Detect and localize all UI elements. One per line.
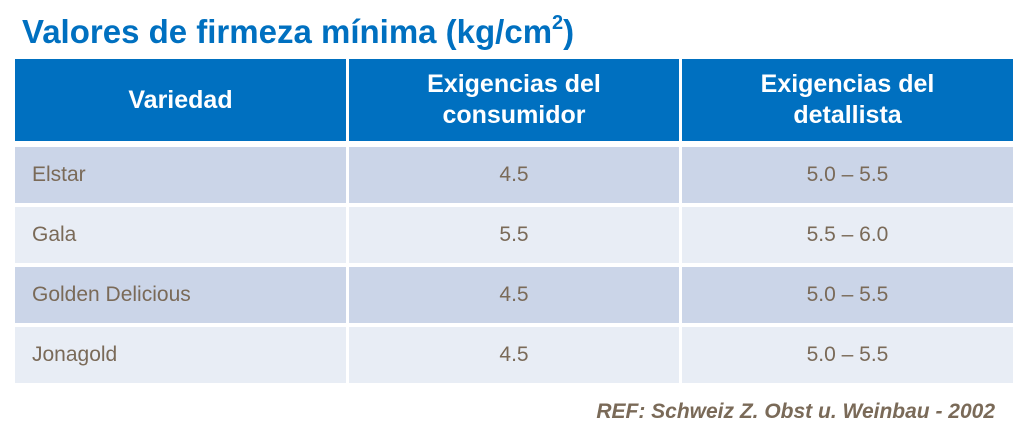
cell-retailer: 5.0 – 5.5 [682, 147, 1013, 203]
title-text: Valores de firmeza mínima (kg/cm [22, 13, 553, 50]
page-title: Valores de firmeza mínima (kg/cm2) [22, 12, 574, 51]
title-superscript: 2 [552, 12, 564, 34]
cell-retailer: 5.5 – 6.0 [682, 207, 1013, 263]
header-line: Exigencias del [427, 70, 601, 98]
table-row: Gala 5.5 5.5 – 6.0 [15, 207, 1013, 263]
table-row: Jonagold 4.5 5.0 – 5.5 [15, 327, 1013, 383]
header-detallista: Exigencias del detallista [682, 59, 1013, 143]
table-row: Golden Delicious 4.5 5.0 – 5.5 [15, 267, 1013, 323]
cell-consumer: 5.5 [349, 207, 679, 263]
firmness-table: Variedad Exigencias del consumidor Exigen… [12, 55, 1015, 387]
table-row: Elstar 4.5 5.0 – 5.5 [15, 147, 1013, 203]
header-line: consumidor [442, 101, 586, 129]
cell-consumer: 4.5 [349, 147, 679, 203]
cell-retailer: 5.0 – 5.5 [682, 327, 1013, 383]
cell-variety: Golden Delicious [15, 267, 346, 323]
header-variedad: Variedad [15, 59, 346, 143]
cell-variety: Gala [15, 207, 346, 263]
cell-retailer: 5.0 – 5.5 [682, 267, 1013, 323]
header-line: detallista [793, 101, 902, 129]
cell-variety: Jonagold [15, 327, 346, 383]
header-consumidor: Exigencias del consumidor [349, 59, 679, 143]
title-close: ) [563, 13, 575, 50]
table-header-row: Variedad Exigencias del consumidor Exigen… [15, 59, 1013, 143]
reference-note: REF: Schweiz Z. Obst u. Weinbau - 2002 [596, 400, 995, 423]
cell-variety: Elstar [15, 147, 346, 203]
cell-consumer: 4.5 [349, 327, 679, 383]
cell-consumer: 4.5 [349, 267, 679, 323]
header-line: Exigencias del [760, 70, 935, 98]
